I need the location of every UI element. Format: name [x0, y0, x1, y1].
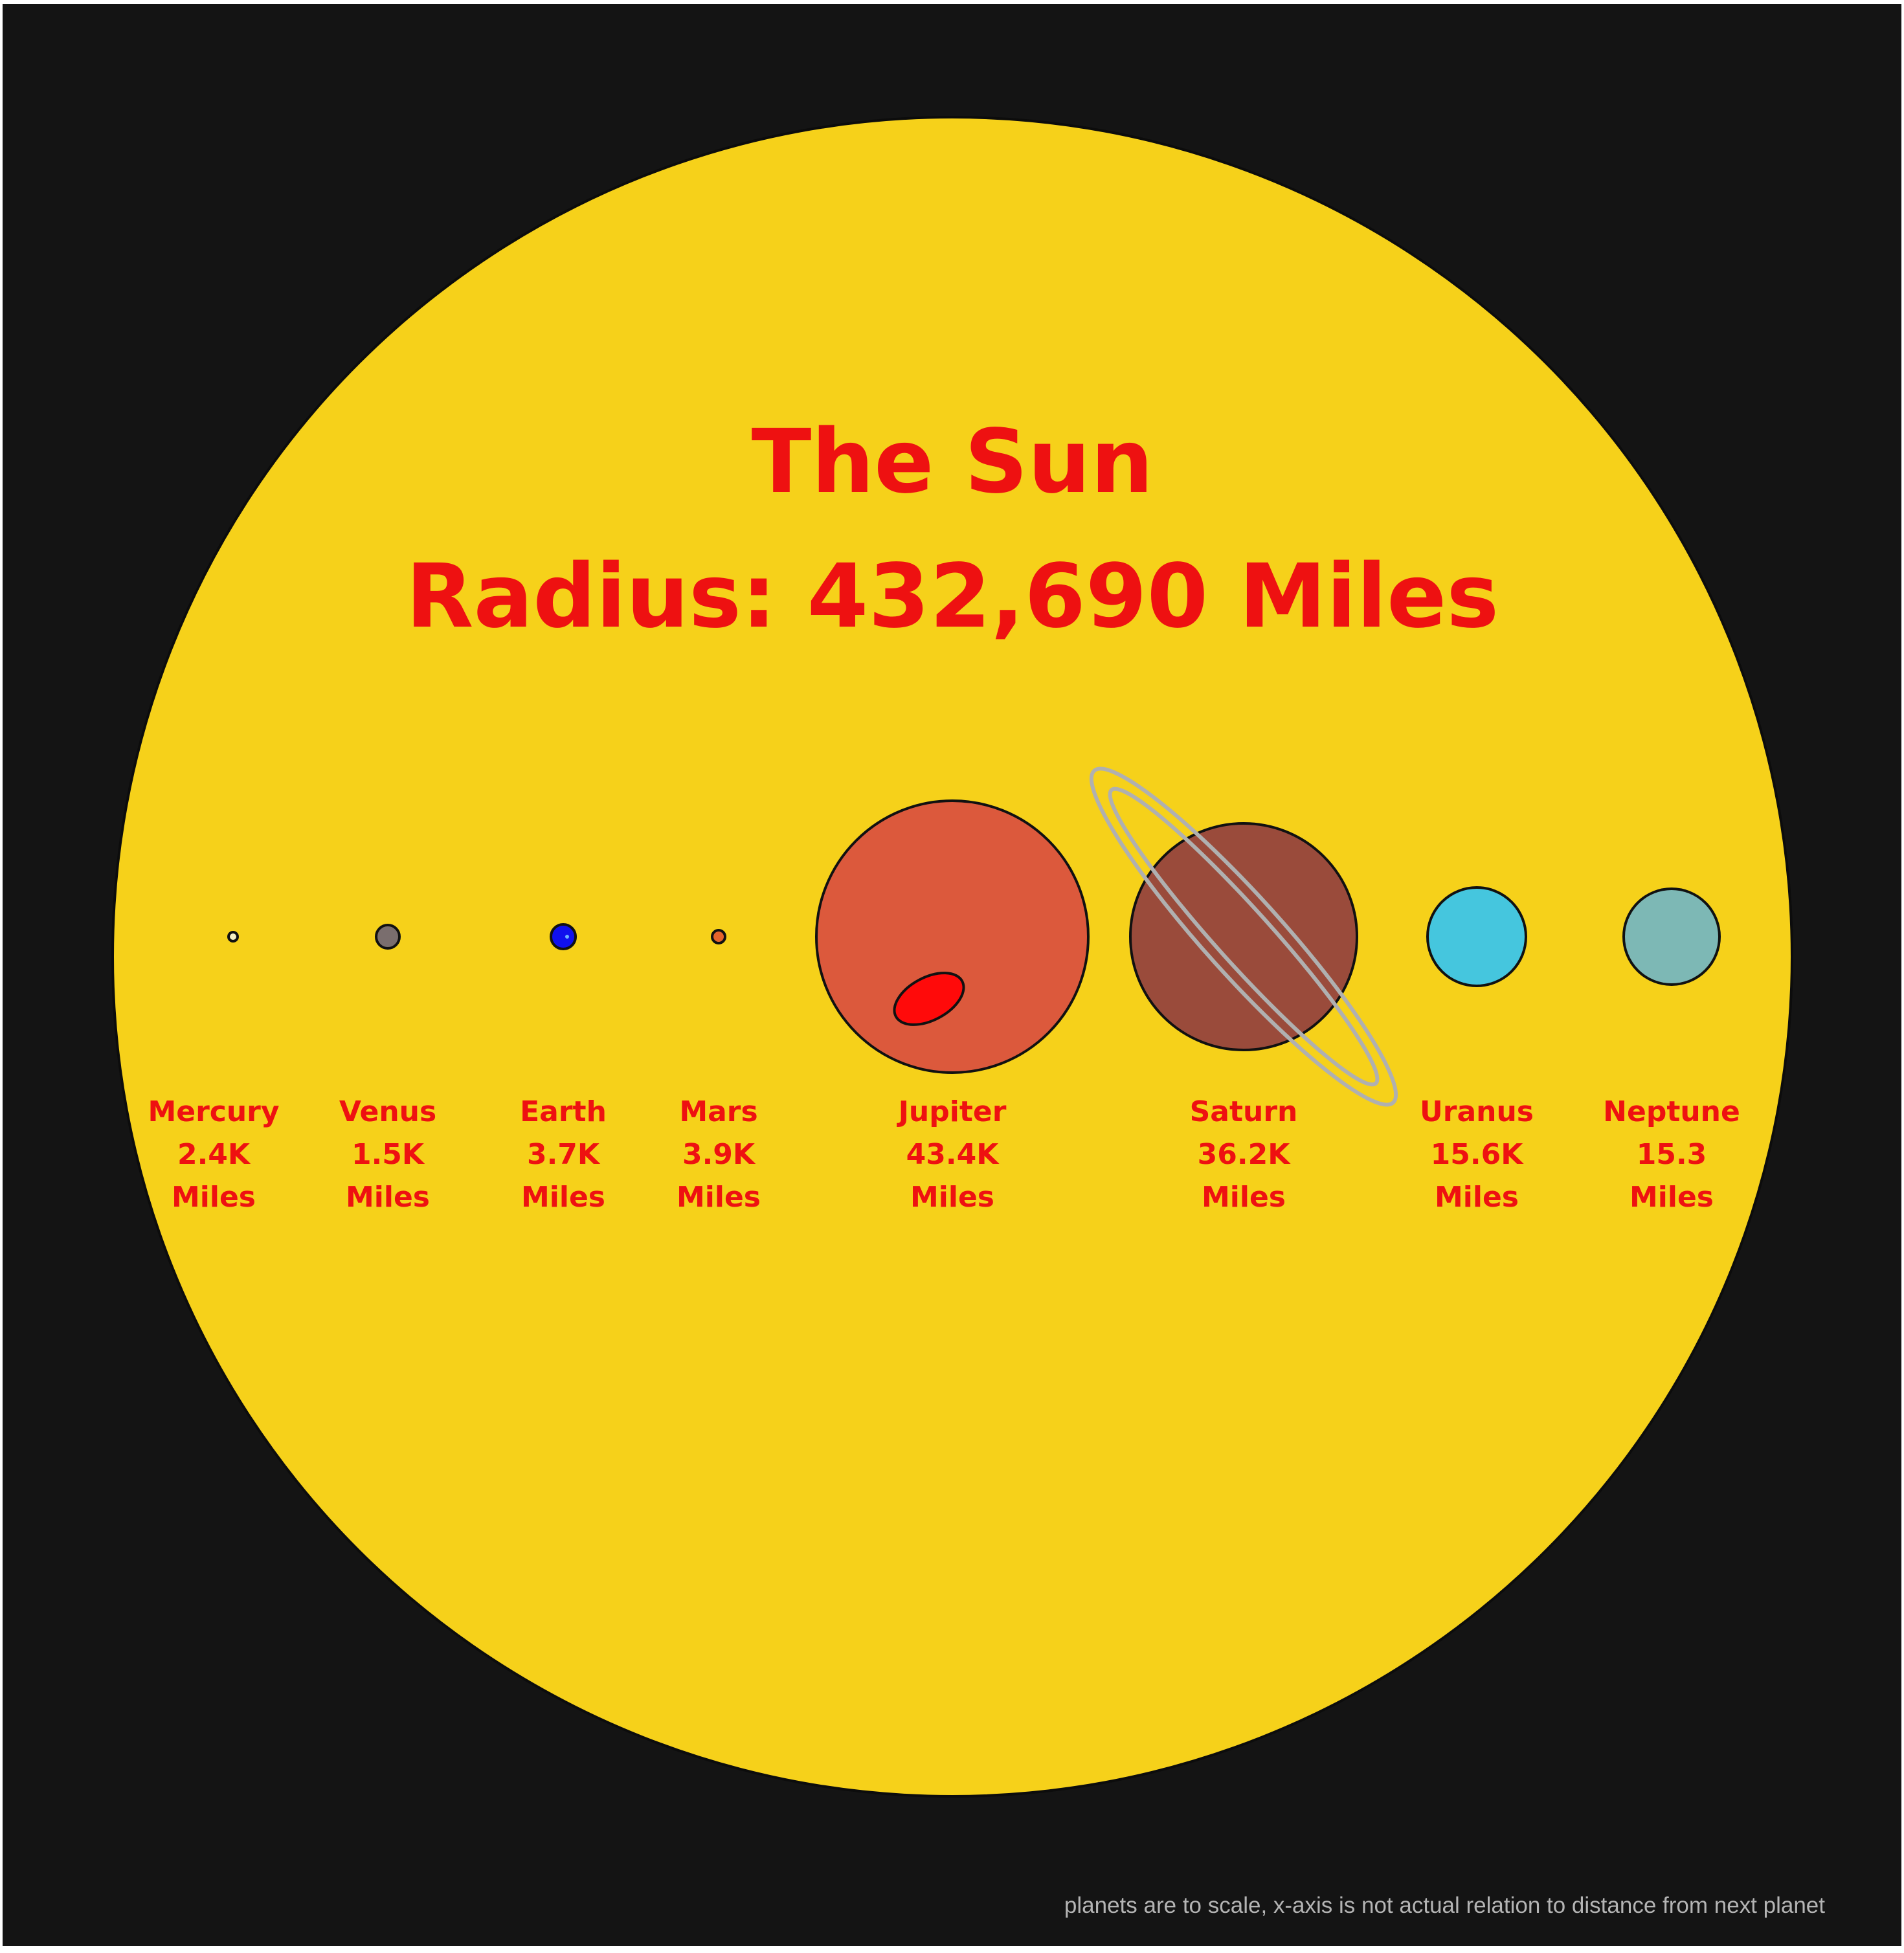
mars-label: Mars 3.9K Miles	[677, 1095, 761, 1214]
planet-radius-unit: Miles	[521, 1181, 605, 1214]
earth-highlight	[565, 935, 569, 939]
jupiter-label: Jupiter 43.4K Miles	[897, 1095, 1007, 1214]
planet-radius-value: 43.4K	[906, 1138, 1000, 1171]
planet-radius-value: 1.5K	[352, 1138, 425, 1171]
saturn-disc	[1129, 822, 1358, 1051]
venus-planet	[375, 924, 401, 950]
planets-layer	[227, 766, 1721, 1107]
venus-label: Venus 1.5K Miles	[339, 1095, 436, 1214]
planet-radius-unit: Miles	[677, 1181, 761, 1214]
mercury-planet	[227, 931, 239, 943]
saturn-ring-inner	[1108, 787, 1380, 1087]
planet-name: Earth	[520, 1095, 607, 1128]
planet-radius-value: 36.2K	[1198, 1138, 1292, 1171]
uranus-label: Uranus 15.6K Miles	[1420, 1095, 1534, 1214]
uranus-planet	[1426, 886, 1527, 987]
scale-footnote: planets are to scale, x-axis is not actu…	[1064, 1893, 1825, 1918]
jupiter-great-red-spot	[893, 972, 965, 1026]
planet-radius-value: 15.6K	[1431, 1138, 1525, 1171]
planet-radius-value: 3.9K	[682, 1138, 756, 1171]
earth-disc	[550, 923, 577, 950]
planet-radius-unit: Miles	[346, 1181, 430, 1214]
saturn-label: Saturn 36.2K Miles	[1190, 1095, 1298, 1214]
mercury-label: Mercury 2.4K Miles	[148, 1095, 279, 1214]
planet-radius-value: 2.4K	[177, 1138, 251, 1171]
neptune-planet	[1622, 887, 1721, 986]
planet-name: Venus	[339, 1095, 436, 1128]
planet-radius-unit: Miles	[1435, 1181, 1519, 1214]
planet-name: Mercury	[148, 1095, 279, 1128]
planet-name: Uranus	[1420, 1095, 1534, 1128]
planet-name: Neptune	[1603, 1095, 1740, 1128]
sun-radius-label: Radius: 432,690 Miles	[406, 546, 1499, 648]
jupiter-disc	[815, 799, 1090, 1074]
earth-label: Earth 3.7K Miles	[520, 1095, 607, 1214]
planet-radius-unit: Miles	[1202, 1181, 1286, 1214]
jupiter-planet	[815, 799, 1090, 1074]
saturn-planet	[1089, 766, 1398, 1107]
planet-name: Jupiter	[897, 1095, 1007, 1128]
saturn-ring-outer	[1089, 766, 1398, 1107]
neptune-label: Neptune 15.3 Miles	[1603, 1095, 1740, 1214]
mars-planet	[711, 929, 726, 944]
planet-radius-value: 3.7K	[527, 1138, 601, 1171]
planet-radius-unit: Miles	[172, 1181, 256, 1214]
planet-name: Saturn	[1190, 1095, 1298, 1128]
sun-title: The Sun	[752, 411, 1154, 513]
planet-radius-unit: Miles	[910, 1181, 994, 1214]
planet-radius-value: 15.3	[1637, 1138, 1707, 1171]
planet-labels: Mercury 2.4K Miles Venus 1.5K Miles Eart…	[148, 1095, 1740, 1214]
planet-radius-unit: Miles	[1630, 1181, 1714, 1214]
planet-name: Mars	[679, 1095, 757, 1128]
earth-planet	[550, 923, 577, 950]
